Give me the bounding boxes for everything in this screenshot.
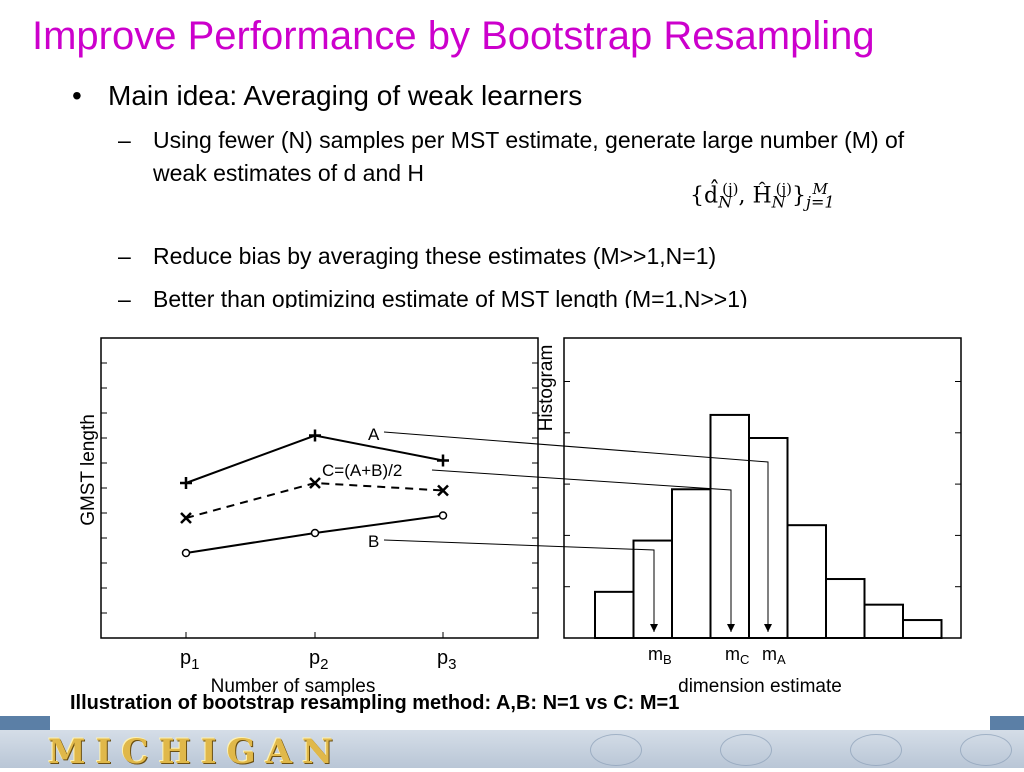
cross-marker: [309, 477, 321, 489]
histogram-bar: [786, 524, 827, 640]
line-plot: p1 p2 p3 A C=(A+B)/2 B: [180, 425, 456, 673]
arrow-head-icon: [764, 624, 772, 632]
seal-icon: [850, 734, 902, 766]
slide-title: Improve Performance by Bootstrap Resampl…: [32, 14, 875, 58]
histogram-bar: [863, 603, 904, 640]
sub-bullet-2-text: Reduce bias by averaging these estimates…: [153, 243, 717, 269]
line-plot-ticks: [101, 362, 538, 638]
main-bullet-text: Main idea: Averaging of weak learners: [108, 80, 583, 111]
series-label: C=(A+B)/2: [322, 461, 402, 480]
estimate-formula: {d̂N(j), ĤN(j)}j=1M: [690, 180, 835, 212]
histogram-bar: [902, 619, 943, 639]
line-plot-ylabel: GMST length: [78, 414, 99, 526]
series-line-C=(A+B)/2: [185, 481, 444, 519]
histogram-bar: [671, 488, 712, 639]
histogram-ticks: [564, 381, 961, 588]
histogram-xlabel: dimension estimate: [678, 676, 842, 697]
mean-label-subscript: C: [740, 652, 749, 667]
mean-connectors: [383, 431, 772, 632]
histogram-ylabel: Histogram: [536, 345, 557, 432]
circle-marker: [438, 511, 448, 520]
x-tick-subscript: 1: [191, 656, 199, 673]
plus-marker: [437, 454, 449, 467]
sub-bullet-1-text: Using fewer (N) samples per MST estimate…: [153, 127, 905, 186]
seal-icon: [720, 734, 772, 766]
series-label: B: [368, 532, 379, 551]
connector-line: [383, 431, 769, 632]
seal-icon: [590, 734, 642, 766]
x-tick-label: p1: [180, 647, 199, 673]
x-tick-subscript: 2: [320, 656, 328, 673]
series-line-A: [185, 434, 444, 484]
dash-marker: –: [118, 286, 131, 312]
seal-icon: [960, 734, 1012, 766]
series-label: A: [368, 425, 380, 444]
mean-label: mA: [762, 644, 786, 667]
main-bullet: • Main idea: Averaging of weak learners: [72, 80, 582, 112]
histogram-bar: [825, 578, 866, 639]
figure-caption: Illustration of bootstrap resampling met…: [70, 692, 680, 714]
sub-bullet-3-text: Better than optimizing estimate of MST l…: [153, 286, 748, 312]
arrow-head-icon: [650, 624, 658, 632]
histogram-bar: [709, 413, 750, 639]
x-tick-subscript: 3: [448, 656, 456, 673]
histogram-bar: [594, 590, 635, 639]
michigan-logo: MICHIGAN: [48, 732, 344, 772]
sub-bullet-2: – Reduce bias by averaging these estimat…: [118, 240, 716, 273]
histogram: mB mC mA: [594, 413, 943, 667]
plus-marker: [180, 477, 192, 489]
arrow-head-icon: [727, 624, 735, 632]
circle-marker: [181, 548, 191, 558]
mean-label-subscript: A: [777, 652, 786, 667]
mean-label: mC: [725, 644, 749, 667]
x-tick-label: p2: [309, 647, 328, 673]
mean-label-subscript: B: [663, 652, 672, 667]
circle-marker: [310, 528, 320, 538]
line-plot-xlabel: Number of samples: [211, 676, 376, 697]
mean-label: mB: [648, 644, 672, 667]
histogram-bar: [632, 539, 673, 639]
dash-marker: –: [118, 243, 131, 269]
bullet-marker: •: [72, 80, 82, 111]
plus-marker: [309, 429, 321, 442]
text-clip: [0, 308, 1024, 314]
connector-line: [383, 539, 655, 632]
cross-marker: [180, 512, 192, 524]
sub-bullet-3: – Better than optimizing estimate of MST…: [118, 283, 748, 316]
x-tick-label: p3: [437, 647, 456, 673]
dash-marker: –: [118, 127, 131, 153]
footer-strip: [50, 716, 990, 730]
cross-marker: [437, 484, 449, 497]
sub-bullet-1: – Using fewer (N) samples per MST estima…: [118, 124, 918, 190]
connector-line: [431, 469, 732, 632]
